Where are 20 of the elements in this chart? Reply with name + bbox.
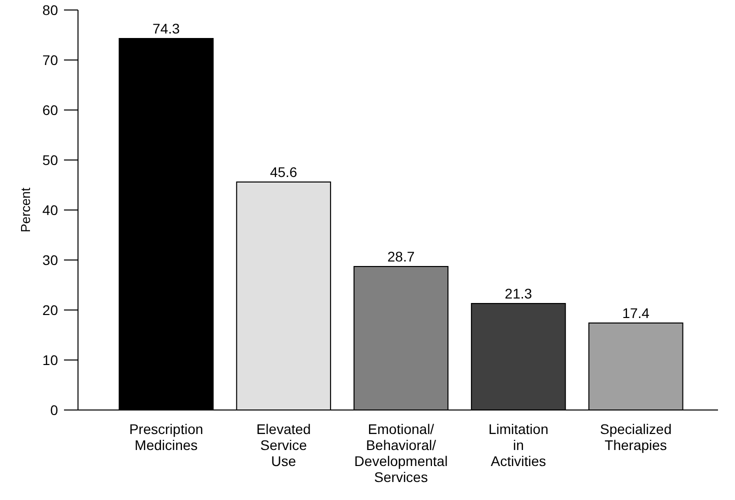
y-tick-label: 60	[42, 102, 58, 118]
x-tick-label: Emotional/ Behavioral/ Developmental Services	[354, 421, 448, 485]
y-tick-label: 80	[42, 2, 58, 18]
data-label: 28.7	[387, 248, 415, 264]
data-label: 21.3	[504, 286, 532, 302]
y-tick-label: 30	[42, 252, 58, 268]
data-label: 74.3	[152, 20, 180, 36]
y-tick-label: 50	[42, 152, 58, 168]
y-tick-label: 40	[42, 202, 58, 218]
data-label: 17.4	[622, 305, 650, 321]
y-tick-label: 0	[50, 402, 58, 418]
x-tick-label: Specialized Therapies	[600, 421, 672, 453]
data-label: 45.6	[270, 164, 298, 180]
y-axis-title: Percent	[18, 187, 33, 232]
y-tick-label: 10	[42, 352, 58, 368]
x-tick-label: Prescription Medicines	[129, 421, 204, 453]
y-tick-label: 70	[42, 52, 58, 68]
x-tick-label: Elevated Service Use	[256, 421, 311, 469]
x-tick-label: Limitation in Activities	[488, 421, 548, 469]
y-tick-label: 20	[42, 302, 58, 318]
